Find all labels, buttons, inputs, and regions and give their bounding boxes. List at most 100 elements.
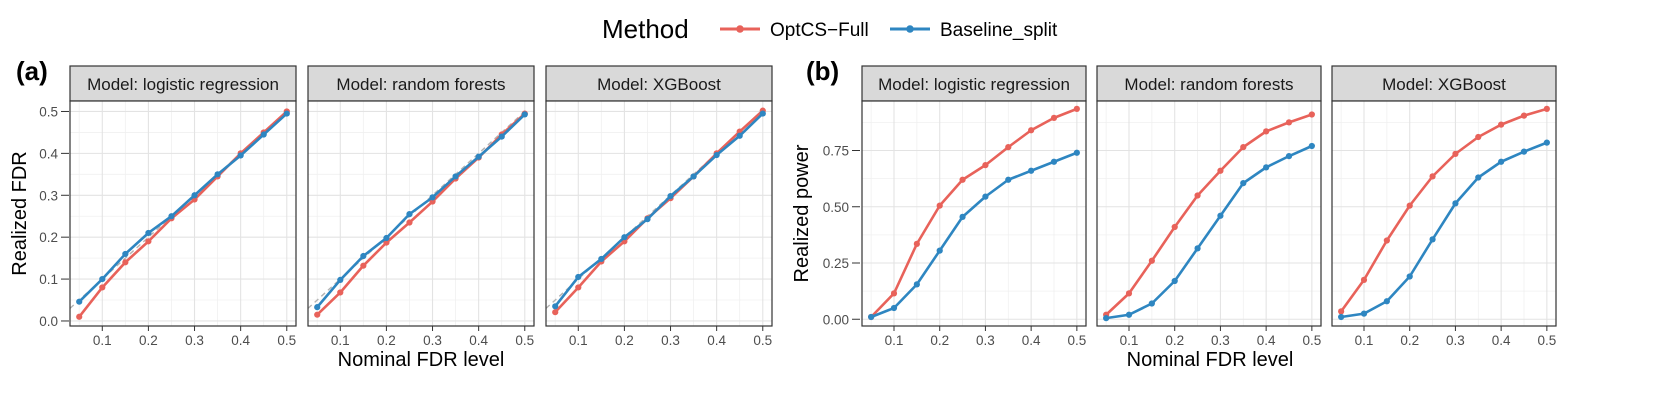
facet-strip-label: Model: random forests [336,75,505,94]
data-point-optcs-full [1073,105,1080,112]
data-point-baseline-split [552,303,559,310]
facet-strip-label: Model: logistic regression [878,75,1070,94]
facet-0-model-random-forests: Model: random forests 0.1 0.2 0.3 0.4 0.5 [307,65,535,348]
data-point-optcs-full [1543,105,1550,112]
data-point-optcs-full [959,176,966,183]
x-tick-label: 0.5 [1067,333,1086,348]
data-point-optcs-full [360,262,367,269]
data-point-baseline-split [1005,176,1012,183]
data-point-baseline-split [690,173,697,180]
data-point-baseline-split [644,216,651,223]
facet-strip-label: Model: XGBoost [597,75,721,94]
data-point-baseline-split [337,276,344,284]
facet-strip-label: Model: XGBoost [1382,75,1506,94]
data-point-optcs-full [337,289,344,296]
data-point-baseline-split [759,110,766,117]
plot-background [1332,101,1556,326]
x-tick-label: 0.2 [615,333,634,348]
data-point-baseline-split [521,111,528,118]
chart-group-0: (a) Realized FDR Nominal FDR level 0.0 0.1 0.… [9,56,773,371]
x-tick-label: 0.3 [1211,333,1230,348]
facet-strip [69,65,297,102]
data-point-optcs-full [1194,192,1201,199]
data-point-baseline-split [1263,164,1270,171]
facet-1-model-logistic-regression: Model: logistic regression 0.1 0.2 0.3 0.4 0.… [861,65,1087,348]
data-point-baseline-split [575,273,582,281]
data-point-optcs-full [1125,290,1133,297]
x-axis-title-1: Nominal FDR level [1127,349,1294,371]
x-tick-label: 0.4 [469,333,488,348]
data-point-baseline-split [1543,139,1550,146]
series-line-baseline-split [316,113,526,308]
data-point-baseline-split [475,153,482,160]
series-line-baseline-split [870,151,1078,319]
data-point-optcs-full [314,311,321,318]
data-point-baseline-split [145,229,152,237]
series-line-baseline-split [554,112,764,308]
x-tick-label: 0.4 [707,333,726,348]
data-point-baseline-split [1148,300,1155,307]
series-line-baseline-split [78,112,288,303]
y-tick-label: 0.5 [39,104,58,119]
facet-strip-label: Model: random forests [1124,75,1293,94]
y-tick-label: 0.00 [823,312,849,327]
data-point-optcs-full [1263,128,1270,135]
x-tick-label: 0.5 [753,333,772,348]
data-point-baseline-split [598,255,605,263]
data-point-baseline-split [713,151,720,159]
data-point-optcs-full [76,313,83,320]
data-point-baseline-split [1308,142,1315,150]
data-point-optcs-full [1285,119,1293,126]
data-point-optcs-full [1360,276,1368,283]
plot-border [307,100,535,327]
y-tick-label: 0.0 [39,314,58,329]
x-tick-label: 0.3 [1446,333,1465,348]
data-point-optcs-full [99,284,106,291]
data-point-baseline-split [1429,236,1436,243]
data-point-optcs-full [1005,144,1012,151]
data-point-baseline-split [1475,174,1482,181]
x-tick-label: 0.2 [139,333,158,348]
x-tick-label: 0.3 [976,333,995,348]
data-point-optcs-full [575,284,582,291]
data-point-optcs-full [1498,121,1505,128]
data-point-baseline-split [1498,158,1505,165]
x-axis-title-0: Nominal FDR level [338,349,505,371]
series-line-baseline-split [1340,141,1548,319]
legend-label-baseline-split: Baseline_split [940,20,1058,41]
x-tick-label: 0.5 [277,333,296,348]
data-point-baseline-split [1171,277,1178,285]
panel-tag-0: (a) [16,56,48,86]
facet-0-model-xgboost: Model: XGBoost 0.1 0.2 0.3 0.4 0.5 [545,65,773,348]
data-point-baseline-split [429,194,436,201]
data-point-baseline-split [736,132,743,139]
data-point-baseline-split [868,313,875,321]
x-tick-label: 0.4 [1022,333,1041,348]
x-tick-label: 0.4 [1492,333,1511,348]
y-tick-label: 0.1 [39,272,58,287]
data-point-baseline-split [1240,180,1247,187]
legend-key-point-optcs-full [736,25,744,33]
data-point-baseline-split [1125,311,1133,318]
data-point-baseline-split [383,234,390,242]
data-point-baseline-split [283,110,290,117]
data-point-optcs-full [1171,223,1178,231]
facet-strip-label: Model: logistic regression [87,75,279,94]
data-point-baseline-split [498,133,505,140]
plot-border [861,100,1087,327]
x-tick-label: 0.3 [661,333,680,348]
data-point-baseline-split [122,250,129,258]
data-point-optcs-full [145,238,152,245]
data-point-baseline-split [1383,298,1390,305]
x-tick-label: 0.1 [331,333,350,348]
data-point-optcs-full [1148,257,1155,264]
data-point-optcs-full [1308,111,1315,118]
data-point-baseline-split [1520,148,1528,155]
data-point-optcs-full [383,239,390,246]
series-line-optcs-full [870,107,1078,318]
y-tick-label: 0.25 [823,256,849,271]
series-line-optcs-full [1340,107,1548,313]
data-point-baseline-split [99,275,106,283]
legend: Method OptCS−Full Baseline_split [602,14,1058,44]
data-point-baseline-split [360,252,367,260]
